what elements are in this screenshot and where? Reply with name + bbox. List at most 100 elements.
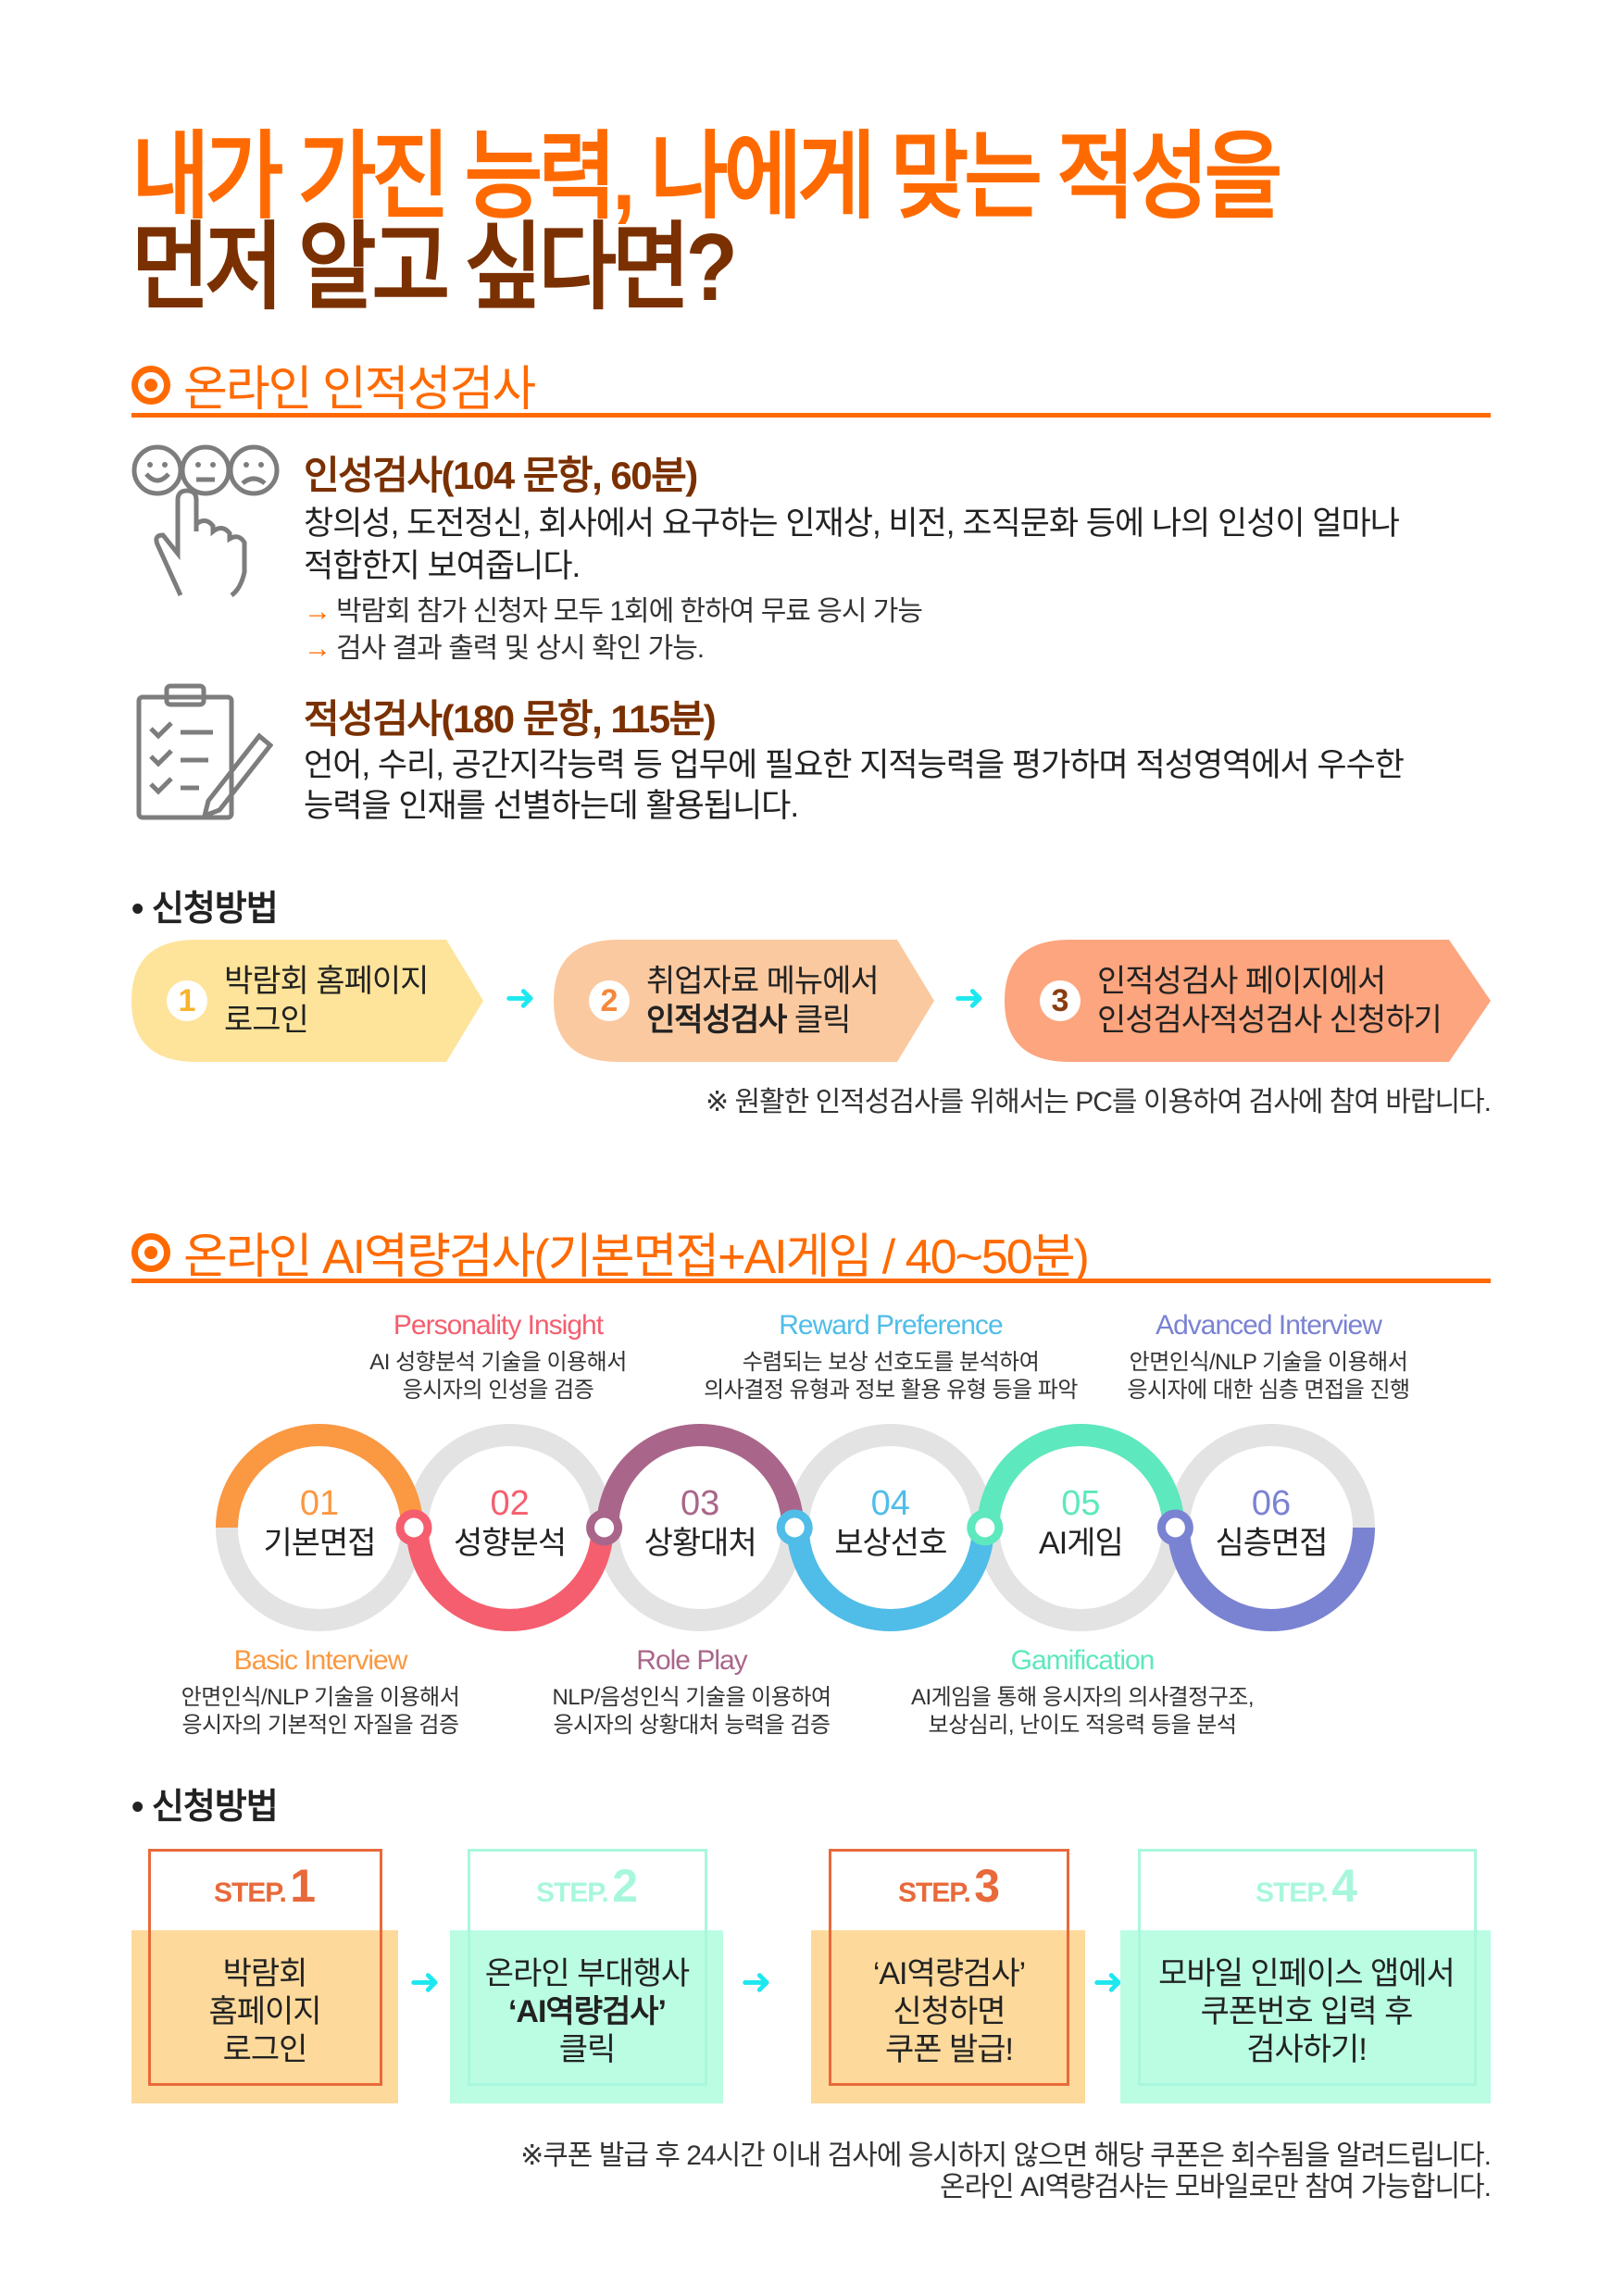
step-line: ‘AI역량검사’ [872,1956,1026,1991]
bullet-text: 박람회 참가 신청자 모두 1회에 한하여 무료 응시 가능 [336,596,923,627]
personality-test-title: 인성검사(104 문항, 60분) [304,454,698,497]
step-line: 인성검사적성검사 신청하기 [1097,1003,1443,1038]
arrow-icon: → [304,596,331,627]
ring-label-01: 01 기본면접 [263,1483,376,1563]
ring-number: 05 [1061,1484,1101,1523]
ring-title: 심층면접 [1215,1526,1328,1561]
chevron-shape [1005,940,1491,1062]
step4-fill [1120,1930,1491,2103]
section1-divider [131,413,1491,418]
step2-label: STEP. 2 [536,1859,638,1913]
step-line: 로그인 [222,2032,308,2067]
step4-text: 모바일 인페이스 앱에서 쿠폰번호 입력 후 검사하기! [1158,1955,1455,2069]
step-number: 2 [612,1860,639,1912]
label-advanced-interview: Advanced Interview 안면인식/NLP 기술을 이용해서 응시자에 … [1127,1310,1410,1404]
ring-number: 04 [870,1484,910,1523]
ring-label-04: 04 보상선호 [834,1483,947,1563]
aptitude-desc-line1: 언어, 수리, 공간지각능력 등 업무에 필요한 지적능력을 평가하며 적성영역… [304,747,1405,783]
section2-header: 온라인 AI역량검사(기본면접+AI게임 / 40~50분) [131,1217,1090,1287]
ring-arc-01 [216,1424,423,1529]
step1-fill [131,1930,398,2103]
step-line: ‘AI역량검사’ [507,1994,667,2029]
target-icon [131,1232,170,1272]
coupon-notice: ※쿠폰 발급 후 24시간 이내 검사에 응시하지 않으면 해당 쿠폰은 회수됨… [520,2140,1492,2171]
label-en: Role Play [636,1645,747,1676]
section2-divider [131,1279,1491,1283]
ring-title: 성향분석 [454,1526,567,1561]
label-en: Gamification [1010,1645,1156,1676]
chevron-shape [554,940,934,1062]
label-desc: 응시자의 상황대처 능력을 검증 [553,1713,831,1738]
arrow-right-icon: ➜ [1093,1962,1124,2003]
step-word: STEP. [1255,1878,1329,1908]
ring-label-02: 02 성향분석 [454,1483,567,1563]
label-desc: NLP/음성인식 기술을 이용하여 [552,1685,831,1710]
label-desc: 안면인식/NLP 기술을 이용해서 [181,1685,460,1710]
clipboard-checklist-icon [136,683,273,820]
ring-number: 02 [490,1484,530,1523]
personality-bullet-2: → 검사 결과 출력 및 상시 확인 가능. [304,625,705,666]
label-desc: 보상심리, 난이도 적응력 등을 분석 [928,1713,1237,1738]
section1-header: 온라인 인적성검사 [131,350,536,419]
ring-number: 06 [1251,1484,1292,1523]
label-personality-insight: Personality Insight AI 성향분석 기술을 이용해서 응시자의 … [369,1310,627,1404]
step-number: 1 [290,1860,317,1912]
label-en: Personality Insight [393,1310,604,1341]
section2-title: 온라인 AI역량검사(기본면접+AI게임 / 40~50분) [183,1230,1090,1284]
arrow-right-icon: ➜ [409,1962,441,2003]
ring-arc-06 [1168,1527,1375,1631]
step-line: 검사하기! [1246,2032,1368,2067]
step-number: 2 [589,980,630,1021]
headline-line1: 내가 가진 능력, 나에게 맞는 적성을 [131,124,1282,231]
aptitude-test-title: 적성검사(180 문항, 115분) [304,697,717,741]
arrow-right-icon: ➜ [954,978,985,1018]
ring-title: 보상선호 [834,1526,947,1561]
step-word: STEP. [213,1878,287,1908]
how-to-apply-title-2: • 신청방법 [131,1788,279,1827]
step4-box [1138,1849,1477,2086]
step-line: 인적성검사 클릭 [646,1001,879,1040]
personality-bullet-1: → 박람회 참가 신청자 모두 1회에 한하여 무료 응시 가능 [304,588,923,629]
label-desc: 의사결정 유형과 정보 활용 유형 등을 파악 [704,1378,1078,1403]
ring-arc-03 [596,1424,805,1529]
label-en: Reward Preference [779,1310,1003,1341]
step-bold: 인적성검사 [646,1003,787,1038]
bullet-text: 검사 결과 출력 및 상시 확인 가능. [336,633,705,664]
step-line: 취업자료 메뉴에서 [646,964,880,999]
ring-number: 01 [299,1484,340,1523]
ring-label-05: 05 AI게임 [1039,1483,1124,1563]
step1-box [148,1849,382,2086]
step-word: STEP. [897,1878,971,1908]
step-line: 인적성검사 페이지에서 [1097,964,1386,999]
personality-desc-line1: 창의성, 도전정신, 회사에서 요구하는 인재상, 비전, 조직문화 등에 나의… [304,505,1400,542]
step4-label: STEP. 4 [1255,1859,1357,1913]
aptitude-desc-line2: 능력을 인재를 선별하는데 활용됩니다. [304,788,799,824]
step-line: 클릭 [558,2032,617,2067]
ring-arc-02 [406,1527,614,1631]
how-to-apply-title-1: • 신청방법 [131,890,279,929]
label-desc: 응시자의 기본적인 자질을 검증 [181,1713,459,1738]
ring-number: 03 [681,1484,720,1523]
label-desc: AI게임을 통해 응시자의 의사결정구조, [910,1685,1255,1710]
apply-step-2: 2 취업자료 메뉴에서 인적성검사 클릭 [554,940,934,1062]
step2-text: 온라인 부대행사 ‘AI역량검사’ 클릭 [485,1955,690,2069]
label-en: Basic Interview [233,1645,408,1676]
ai-test-rings [216,1424,1375,1631]
step-line: 홈페이지 [208,1994,321,2029]
label-desc: 수렴되는 보상 선호도를 분석하여 [742,1350,1040,1375]
ring-arc-04 [786,1527,994,1631]
apply-step-3: 3 인적성검사 페이지에서 인성검사적성검사 신청하기 [1005,940,1491,1062]
pc-notice: ※ 원활한 인적성검사를 위해서는 PC를 이용하여 검사에 참여 바랍니다. [705,1087,1492,1117]
step2-fill [450,1930,723,2103]
section1-title: 온라인 인적성검사 [183,363,536,417]
step-line: 박람회 홈페이지 [224,964,429,999]
step1-label: STEP. 1 [214,1859,316,1913]
apply-step-1: 1 박람회 홈페이지 로그인 [131,940,483,1062]
ring-joint [586,1509,623,1546]
step3-fill [811,1930,1085,2103]
label-desc: AI 성향분석 기술을 이용해서 [369,1350,627,1375]
step3-box [829,1849,1069,2086]
